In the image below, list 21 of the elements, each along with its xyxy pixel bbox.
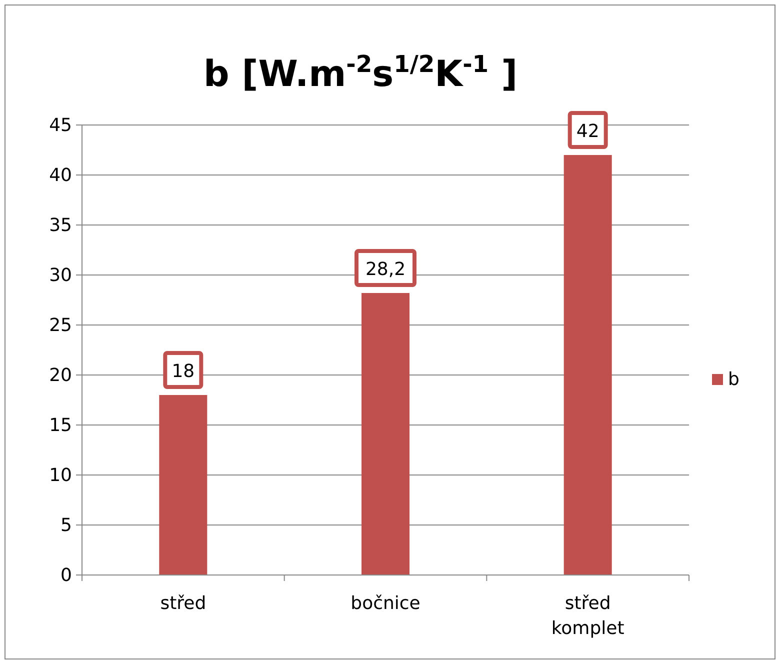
data-label: 42 <box>576 121 600 142</box>
x-tick-label: bočnice <box>350 593 420 614</box>
bar <box>362 293 410 575</box>
y-tick-label: 30 <box>49 265 72 286</box>
chart-title: b [W.m$^{-2}$s$^{1/2}$K$^{-1}$ ] <box>203 50 518 95</box>
y-tick-label: 10 <box>49 465 72 486</box>
y-tick-label: 5 <box>60 515 72 536</box>
x-tick-label: střed komplet <box>551 593 624 639</box>
y-tick-label: 0 <box>60 565 72 586</box>
y-tick-label: 45 <box>49 115 72 136</box>
bar <box>159 395 208 575</box>
y-tick-label: 15 <box>49 415 72 436</box>
bar <box>564 155 612 575</box>
x-tick-label: střed <box>160 593 206 614</box>
y-tick-label: 20 <box>49 365 72 386</box>
data-label: 18 <box>172 361 195 382</box>
y-tick-label: 40 <box>49 165 72 186</box>
legend-label: b <box>728 369 740 390</box>
y-tick-label: 35 <box>49 215 72 236</box>
data-label: 28,2 <box>365 259 406 280</box>
y-tick-label: 25 <box>49 315 72 336</box>
